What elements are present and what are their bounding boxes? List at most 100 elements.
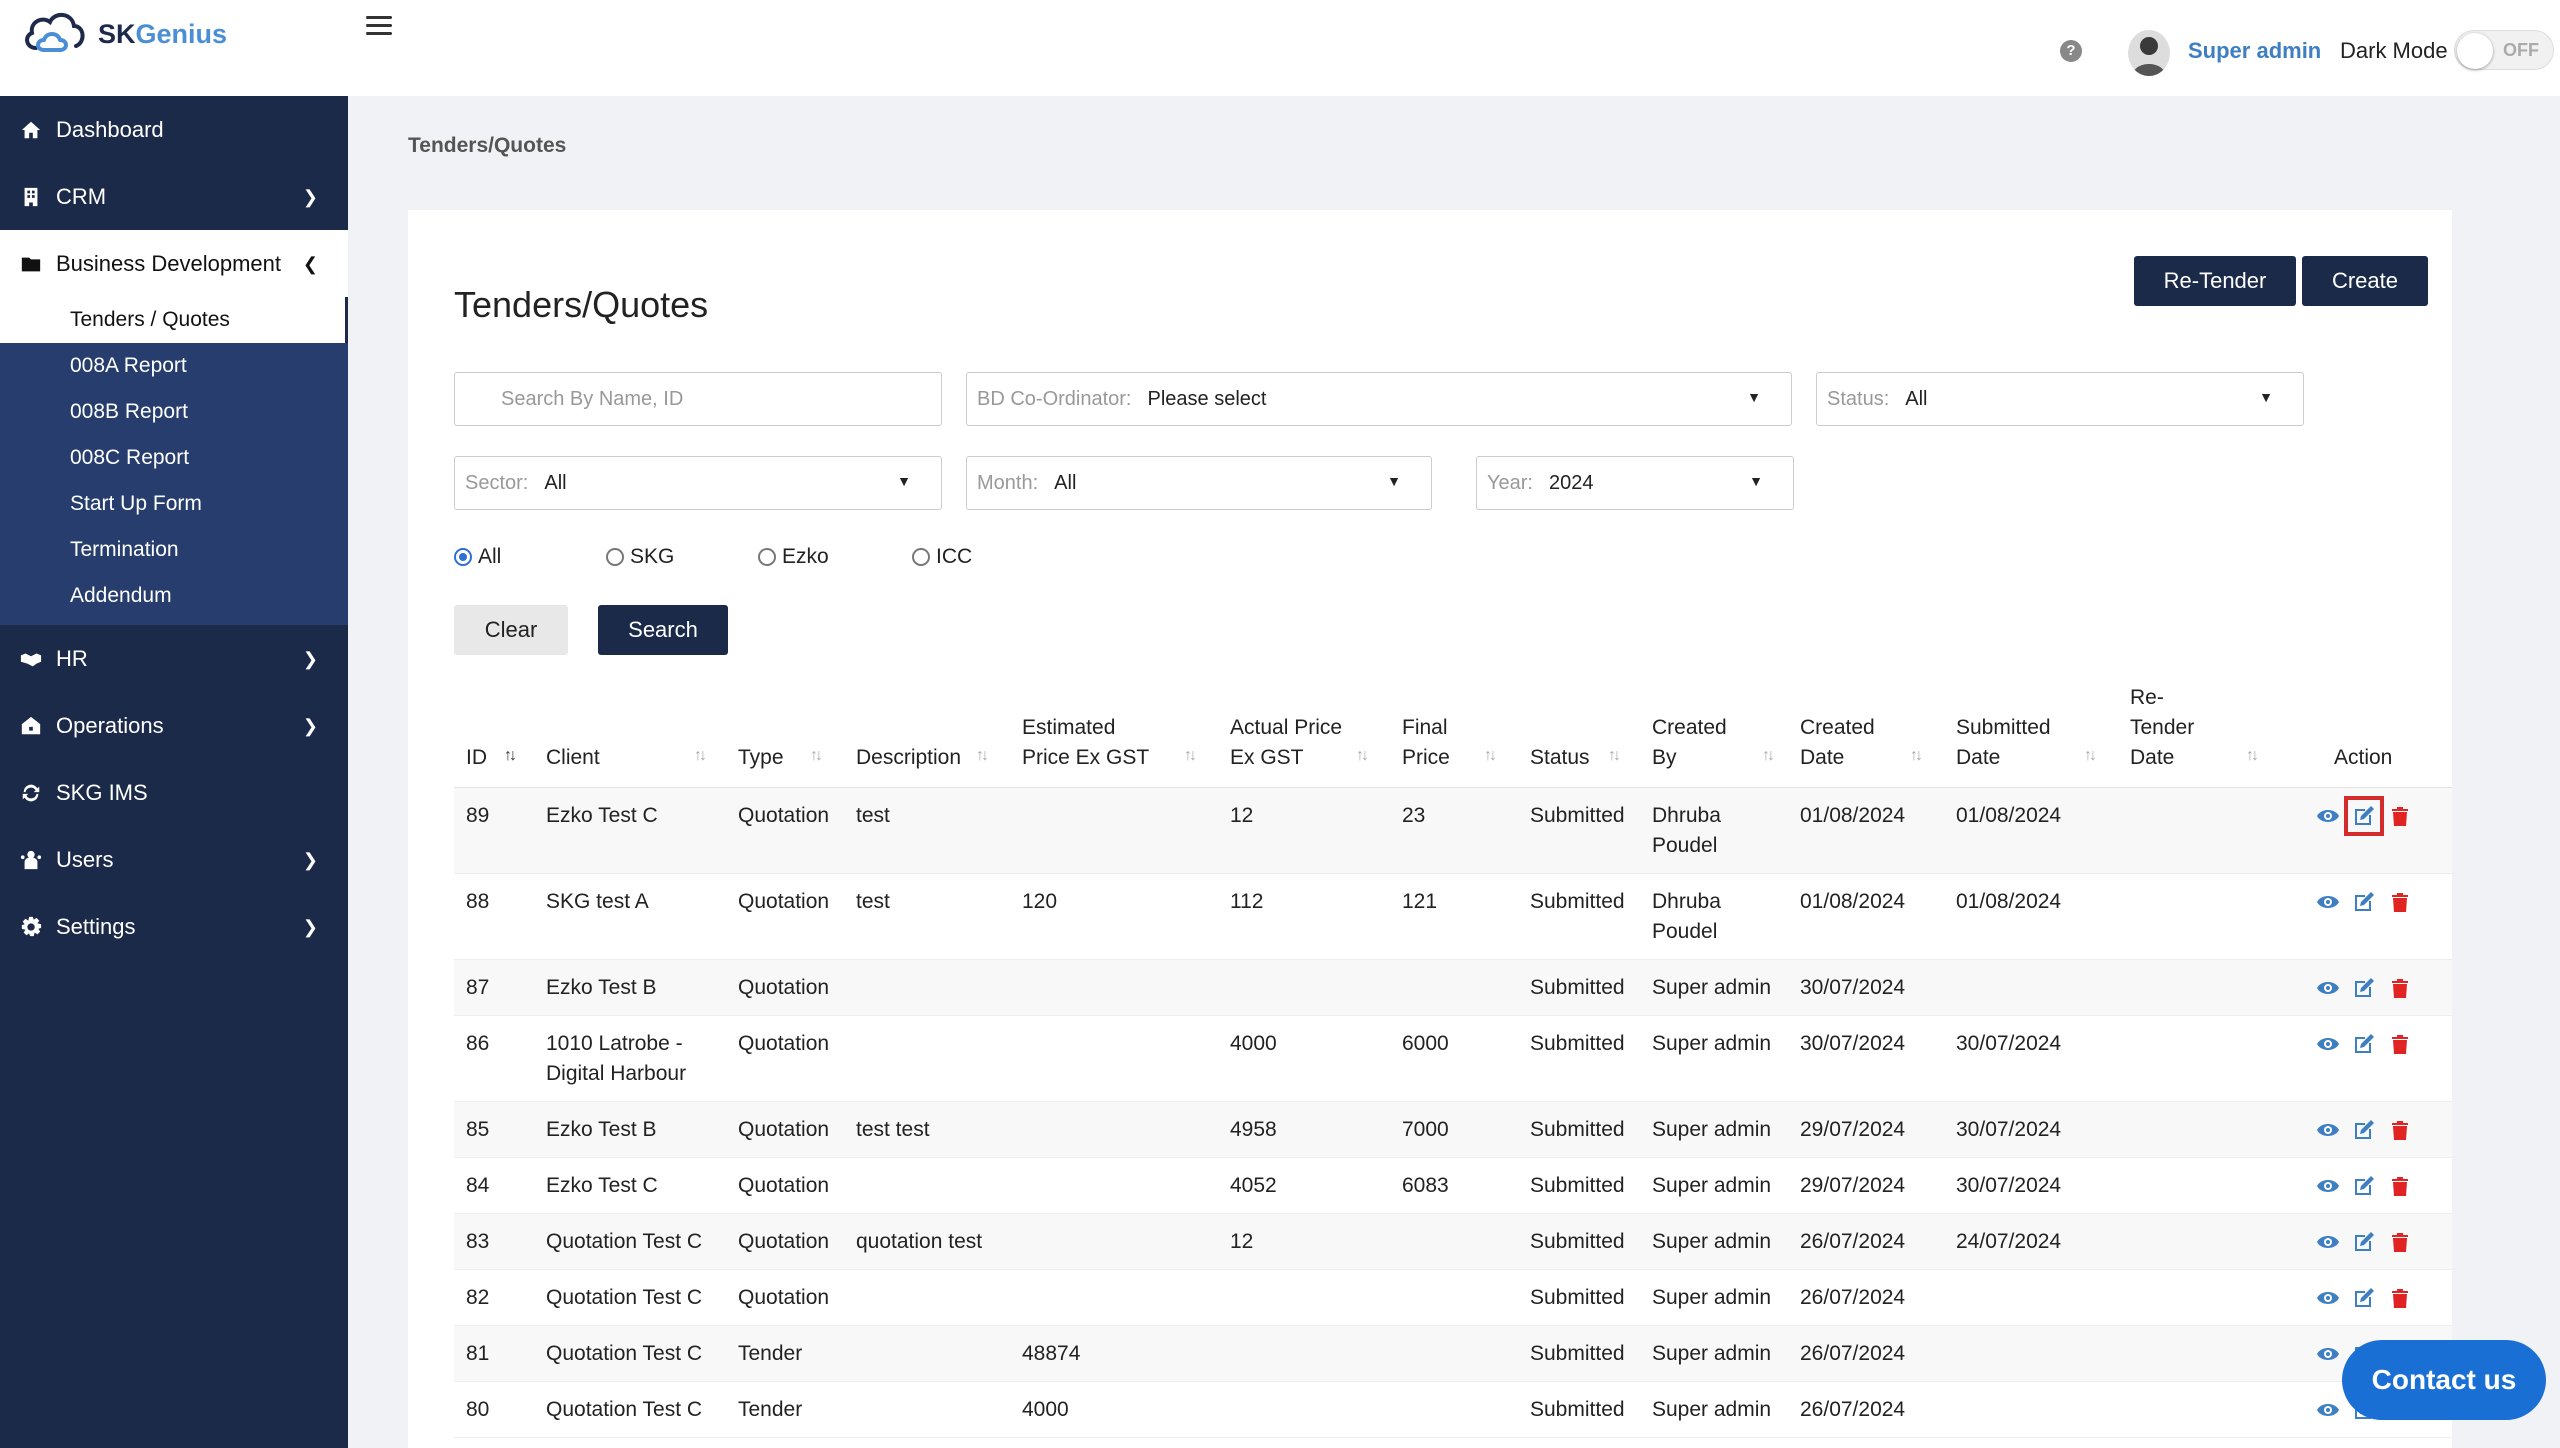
sidebar-subitem-start-up-form[interactable]: Start Up Form [70, 492, 202, 515]
sidebar-item-users[interactable]: Users ❯ [0, 826, 348, 893]
sort-icon[interactable]: ↑↓ [2084, 747, 2097, 764]
col-header-id[interactable]: ID [466, 746, 487, 769]
edit-icon[interactable] [2350, 974, 2378, 1002]
dark-mode-toggle[interactable]: OFF [2454, 30, 2554, 70]
sort-icon[interactable]: ↑↓ [1356, 747, 1369, 764]
col-header-submitted-date[interactable]: Submitted Date [1956, 716, 2051, 769]
view-eye-icon[interactable] [2314, 1116, 2342, 1144]
month-select[interactable]: Month: All ▼ [966, 456, 1432, 510]
col-header-created-by[interactable]: Created By [1652, 716, 1727, 769]
col-header-retender-date[interactable]: Re- Tender Date [2130, 686, 2195, 769]
help-icon[interactable]: ? [2060, 40, 2082, 62]
edit-icon[interactable] [2344, 796, 2384, 836]
col-header-status[interactable]: Status [1530, 746, 1590, 769]
search-input[interactable]: Search By Name, ID [454, 372, 942, 426]
radio-skg[interactable]: SKG [606, 545, 674, 569]
bd-coordinator-select[interactable]: BD Co-Ordinator: Please select ▼ [966, 372, 1792, 426]
table-row[interactable]: 88 SKG test A Quotation test 120 112 121 Submit… [454, 874, 2452, 960]
edit-icon[interactable] [2350, 1228, 2378, 1256]
status-select[interactable]: Status: All ▼ [1816, 372, 2304, 426]
view-eye-icon[interactable] [2314, 1030, 2342, 1058]
sort-icon[interactable]: ↑↓ [504, 747, 517, 764]
sort-icon[interactable]: ↑↓ [1484, 747, 1497, 764]
view-eye-icon[interactable] [2314, 802, 2342, 830]
contact-us-button[interactable]: Contact us [2342, 1340, 2546, 1420]
edit-icon[interactable] [2350, 1030, 2378, 1058]
sidebar-item-business-development[interactable]: Business Development ❮ [0, 230, 348, 297]
col-header-estimated-price[interactable]: Estimated Price Ex GST [1022, 716, 1150, 769]
create-button[interactable]: Create [2302, 256, 2428, 306]
table-row[interactable]: 80 Quotation Test C Tender 4000 Submitted Sup… [454, 1382, 2452, 1438]
sidebar-subitem-008b-report[interactable]: 008B Report [70, 400, 188, 423]
table-row[interactable]: 89 Ezko Test C Quotation test 12 23 Submitted D… [454, 788, 2452, 874]
edit-icon[interactable] [2350, 1284, 2378, 1312]
col-header-created-date[interactable]: Created Date [1800, 716, 1875, 769]
radio-dot[interactable] [912, 548, 930, 566]
app-logo[interactable]: SKGenius [22, 6, 352, 62]
edit-icon[interactable] [2350, 888, 2378, 916]
table-row[interactable]: 83 Quotation Test C Quotation quotation tes… [454, 1214, 2452, 1270]
delete-trash-icon[interactable] [2386, 1116, 2414, 1144]
view-eye-icon[interactable] [2314, 1228, 2342, 1256]
delete-trash-icon[interactable] [2386, 888, 2414, 916]
delete-trash-icon[interactable] [2386, 974, 2414, 1002]
sidebar-item-skg-ims[interactable]: SKG IMS [0, 759, 348, 826]
table-row[interactable]: 87 Ezko Test B Quotation Submitted Super adm… [454, 960, 2452, 1016]
col-header-actual-price[interactable]: Actual Price Ex GST [1230, 716, 1343, 769]
col-header-type[interactable]: Type [738, 746, 784, 769]
sector-select[interactable]: Sector: All ▼ [454, 456, 942, 510]
edit-icon[interactable] [2350, 1116, 2378, 1144]
col-header-description[interactable]: Description [856, 746, 962, 769]
radio-dot[interactable] [454, 548, 472, 566]
view-eye-icon[interactable] [2314, 1172, 2342, 1200]
sort-icon[interactable]: ↑↓ [1762, 747, 1775, 764]
view-eye-icon[interactable] [2314, 974, 2342, 1002]
clear-button[interactable]: Clear [454, 605, 568, 655]
table-row[interactable]: 84 Ezko Test C Quotation 4052 6083 Submitted S… [454, 1158, 2452, 1214]
sort-icon[interactable]: ↑↓ [810, 747, 823, 764]
re-tender-button[interactable]: Re-Tender [2134, 256, 2296, 306]
view-eye-icon[interactable] [2314, 1396, 2342, 1424]
year-select[interactable]: Year: 2024 ▼ [1476, 456, 1794, 510]
table-row[interactable]: 82 Quotation Test C Quotation Submitted Supe… [454, 1270, 2452, 1326]
radio-icc[interactable]: ICC [912, 545, 972, 569]
user-name[interactable]: Super admin [2188, 38, 2322, 63]
col-header-client[interactable]: Client [546, 746, 600, 769]
sidebar-subitem-termination[interactable]: Termination [70, 538, 179, 561]
search-button[interactable]: Search [598, 605, 728, 655]
sidebar-subitem-tenders-quotes[interactable]: Tenders / Quotes [0, 297, 348, 343]
sidebar-item-operations[interactable]: Operations ❯ [0, 692, 348, 759]
sort-icon[interactable]: ↑↓ [976, 747, 989, 764]
sidebar-item-hr[interactable]: HR ❯ [0, 625, 348, 692]
table-row[interactable]: 86 1010 Latrobe - Digital Harbour Quotation… [454, 1016, 2452, 1102]
sidebar-item-settings[interactable]: Settings ❯ [0, 893, 348, 960]
sidebar-subitem-008c-report[interactable]: 008C Report [70, 446, 190, 469]
sort-icon[interactable]: ↑↓ [1184, 747, 1197, 764]
edit-icon[interactable] [2350, 1172, 2378, 1200]
sidebar-item-crm[interactable]: CRM ❯ [0, 163, 348, 230]
delete-trash-icon[interactable] [2386, 1172, 2414, 1200]
view-eye-icon[interactable] [2314, 888, 2342, 916]
sort-icon[interactable]: ↑↓ [2246, 747, 2259, 764]
view-eye-icon[interactable] [2314, 1284, 2342, 1312]
menu-toggle-icon[interactable] [366, 16, 392, 40]
radio-dot[interactable] [606, 548, 624, 566]
radio-dot[interactable] [758, 548, 776, 566]
delete-trash-icon[interactable] [2386, 1284, 2414, 1312]
radio-all[interactable]: All [454, 545, 501, 569]
avatar[interactable] [2128, 30, 2170, 76]
sidebar-subitem-addendum[interactable]: Addendum [70, 584, 172, 607]
table-row[interactable]: 81 Quotation Test C Tender 48874 Submitted Su… [454, 1326, 2452, 1382]
sort-icon[interactable]: ↑↓ [1608, 747, 1621, 764]
sort-icon[interactable]: ↑↓ [694, 747, 707, 764]
delete-trash-icon[interactable] [2386, 802, 2414, 830]
delete-trash-icon[interactable] [2386, 1030, 2414, 1058]
table-row[interactable]: 85 Ezko Test B Quotation test test 4958 7000 S… [454, 1102, 2452, 1158]
radio-ezko[interactable]: Ezko [758, 545, 829, 569]
view-eye-icon[interactable] [2314, 1340, 2342, 1368]
col-header-final-price[interactable]: Final Price [1402, 716, 1450, 769]
sidebar-item-dashboard[interactable]: Dashboard [0, 96, 348, 163]
sort-icon[interactable]: ↑↓ [1910, 747, 1923, 764]
delete-trash-icon[interactable] [2386, 1228, 2414, 1256]
sidebar-subitem-008a-report[interactable]: 008A Report [70, 354, 187, 377]
